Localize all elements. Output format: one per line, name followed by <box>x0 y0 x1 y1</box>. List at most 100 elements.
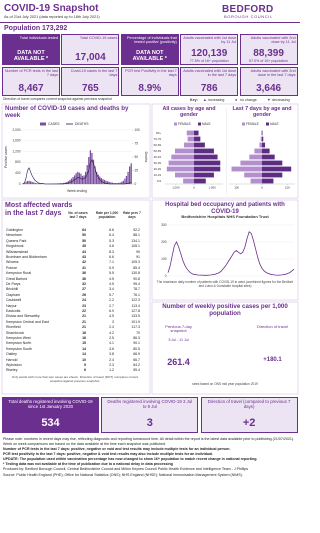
age-label: 0-9 <box>157 179 162 183</box>
death-value: +2 <box>242 417 256 429</box>
key-icon: ▲ <box>203 97 207 102</box>
ward-name: Sharnbrook <box>6 330 25 335</box>
tile <box>239 67 298 96</box>
ward-name: Kempston Central and East <box>6 319 49 324</box>
bar <box>166 166 194 172</box>
table-cell: 4.2 <box>109 330 114 335</box>
ward-name: Goldington <box>6 228 23 232</box>
tile-label: Covid-19 cases in the last 7 days <box>70 69 118 78</box>
bar <box>262 136 264 142</box>
bar <box>184 142 194 148</box>
bar <box>254 148 262 154</box>
tile <box>180 34 239 65</box>
table-cell: 1.2 <box>109 368 114 373</box>
bar <box>30 181 32 184</box>
bar <box>194 136 201 142</box>
chart-title: Hospital bed occupancy and patients with… <box>165 202 285 215</box>
table-cell: 86.3 <box>133 336 140 340</box>
bar <box>116 183 118 184</box>
footer-note: PCR test positivity in the last 7 days: … <box>3 452 214 457</box>
y-axis-title: Positive cases <box>4 146 8 168</box>
table-cell: 43 <box>82 255 86 259</box>
tile-label: Adults vaccinated with 2nd dose by 11 Ju… <box>250 36 296 45</box>
stat-label: Last 7 days <box>215 324 236 329</box>
death-tile <box>101 397 199 433</box>
bar <box>28 180 30 184</box>
ward-name: Wilshamstead <box>6 249 28 254</box>
bar <box>186 130 194 136</box>
bar <box>187 136 194 142</box>
age-label: 10-19 <box>154 173 162 177</box>
table-cell: 70 <box>136 330 140 335</box>
bar <box>33 182 35 184</box>
bar <box>122 180 124 184</box>
table-cell: 5.7 <box>109 292 114 297</box>
stat-period: 12 Jul - 18 Jul <box>214 338 237 342</box>
footer-note: Please note: numbers in recent days may … <box>3 437 295 441</box>
table-cell: 90 <box>136 249 140 254</box>
bar <box>96 171 98 184</box>
y-tick-label: 1,200 <box>13 149 21 153</box>
table-cell: 8.3 <box>109 249 114 254</box>
ward-name: Riseley <box>6 368 18 373</box>
table-cell: 95.4 <box>133 282 140 286</box>
legend-label: FEMALE <box>178 122 191 126</box>
table-cell: 6.6 <box>109 228 114 232</box>
table-cell: 21 <box>82 314 86 319</box>
tile-label: Adults vaccinated with 1st dose in the l… <box>183 69 237 78</box>
chart-note: The maximum daily number of patients wit… <box>156 280 294 288</box>
footer-note: * Testing data was not available at the … <box>3 462 173 467</box>
ward-name: Putnoe <box>6 265 18 270</box>
table-cell: 101.9 <box>131 319 140 324</box>
table-cell: 130.8 <box>131 271 140 276</box>
x-tick-label: 1,000 <box>172 185 180 189</box>
bar <box>194 166 221 172</box>
bar <box>121 181 123 184</box>
tile-note: 57.0% of 16+ population <box>249 59 289 63</box>
bar <box>61 183 63 184</box>
table-cell: 2.4 <box>109 357 114 362</box>
population-value: 173,292 <box>42 25 68 32</box>
panel <box>1 199 151 395</box>
x-tick-label: 1,000 <box>209 185 217 189</box>
ward-name: Newnham <box>6 233 22 238</box>
age-label: 40-49 <box>154 155 162 159</box>
bar <box>262 130 263 136</box>
tile-value: DATA NOT AVAILABLE * <box>132 50 167 63</box>
table-cell: 5.5 <box>109 271 114 276</box>
legend-label: MALE <box>202 122 211 126</box>
logo-sub: BOROUGH COUNCIL <box>224 14 273 19</box>
table-cell: 117.3 <box>131 325 141 330</box>
table-cell: 2.4 <box>109 325 114 330</box>
table-cell: 105.3 <box>131 260 140 265</box>
table-cell: 6.9 <box>109 309 114 313</box>
table-header: No. of cases last 7 days <box>68 211 88 219</box>
bar <box>37 183 40 184</box>
death-value: 534 <box>41 417 60 429</box>
footer-note: Source: Public Health England (PHE); Off… <box>3 472 243 477</box>
ward-name: Bromham and Biddenham <box>6 255 47 259</box>
table-cell: 24 <box>82 298 86 303</box>
bar <box>259 142 262 148</box>
table-cell: 42 <box>82 260 86 265</box>
table-cell: 4.5 <box>109 276 114 281</box>
tile-label: Number of PCR tests in the last 7 days <box>4 69 58 78</box>
tile <box>61 67 120 96</box>
bar <box>97 174 99 184</box>
stat-period: 5 Jul - 11 Jul <box>168 338 189 342</box>
table-cell: 15 <box>82 341 86 346</box>
table-cell: 55.4 <box>133 368 140 373</box>
stat-value: 261.4 <box>167 357 190 367</box>
bar <box>111 182 113 184</box>
table-cell: 6 <box>84 368 86 373</box>
death-tile <box>200 397 298 433</box>
stat-value: 441.5 <box>214 357 237 367</box>
footer-note: Week on week comparisons are based on th… <box>3 442 166 447</box>
bar <box>108 181 110 184</box>
ward-name: Kingsbrook <box>6 244 24 249</box>
table-cell: 66.9 <box>133 352 140 357</box>
ward-name: Wixams <box>6 260 19 265</box>
bar <box>194 154 218 160</box>
table-cell: 108.1 <box>131 244 140 249</box>
bar <box>240 160 262 166</box>
